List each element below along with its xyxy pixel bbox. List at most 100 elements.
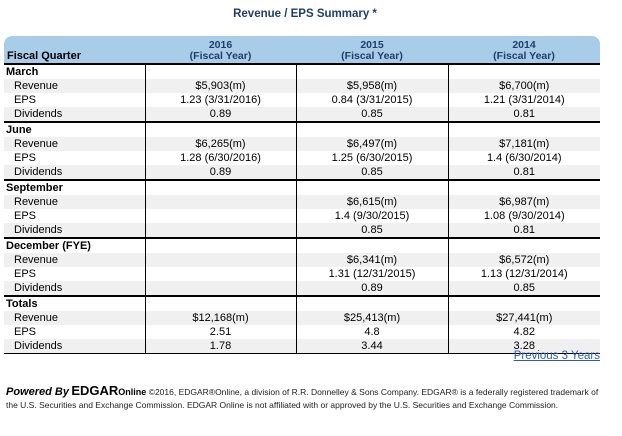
section-header-cell (144, 295, 296, 311)
year-label: 2015 (360, 39, 384, 51)
section-header-row: December (FYE) (4, 237, 600, 253)
table-cell: 1.4 (6/30/2014) (447, 151, 600, 165)
year-header-2016: 2016 (Fiscal Year) (145, 36, 296, 64)
row-label: Revenue (4, 253, 145, 267)
summary-table-container: Fiscal Quarter 2016 (Fiscal Year) 2015 (Fi… (4, 36, 600, 354)
table-cell: 2.51 (144, 325, 296, 339)
table-cell: 3.28 (447, 339, 600, 354)
table-cell (144, 195, 296, 209)
table-cell: 1.23 (3/31/2016) (144, 93, 296, 107)
year-sub-label: (Fiscal Year) (341, 50, 403, 62)
table-cell: $12,168(m) (144, 311, 296, 325)
edgar-logo: EDGAR (71, 383, 119, 398)
section-header-cell (295, 121, 448, 137)
table-cell (144, 267, 296, 281)
table-body: March Revenue $5,903(m) $5,958(m) $6,700(m) E… (4, 63, 600, 354)
section-header-cell (447, 121, 600, 137)
table-cell: $6,615(m) (295, 195, 448, 209)
page-title: Revenue / EPS Summary * (233, 8, 377, 20)
section-label: June (4, 121, 145, 137)
table-cell: $6,341(m) (295, 253, 448, 267)
section-header-row: Totals (4, 295, 600, 311)
section-header-cell (295, 237, 448, 253)
year-header-2015: 2015 (Fiscal Year) (296, 36, 448, 64)
row-label: Revenue (4, 79, 145, 93)
table-cell: 0.84 (3/31/2015) (295, 93, 448, 107)
footer: Powered By EDGAROnline ©2016, EDGAR®Onli… (6, 384, 612, 412)
table-cell: 1.13 (12/31/2014) (447, 267, 600, 281)
section-header-row: June (4, 121, 600, 137)
copyright-text: ©2016, EDGAR®Online, a division of R.R. … (6, 387, 599, 410)
table-cell: $25,413(m) (295, 311, 448, 325)
table-cell: 0.85 (295, 165, 448, 180)
table-cell: $27,441(m) (447, 311, 600, 325)
table-cell: 0.81 (447, 165, 600, 180)
section-header-cell (447, 179, 600, 195)
table-row: Revenue $5,903(m) $5,958(m) $6,700(m) (4, 79, 600, 93)
year-label: 2014 (512, 39, 536, 51)
year-header-2014: 2014 (Fiscal Year) (448, 36, 600, 64)
table-cell: 0.85 (447, 281, 600, 296)
row-label: Dividends (4, 165, 145, 180)
section-header-cell (295, 295, 448, 311)
row-label: EPS (14, 325, 37, 338)
row-label: Dividends (4, 281, 145, 296)
section-header-cell (295, 63, 448, 79)
section-header-cell (295, 179, 448, 195)
table-row: Revenue $12,168(m) $25,413(m) $27,441(m) (4, 311, 600, 325)
edgar-logo-online: Online (118, 387, 147, 397)
powered-by-label: Powered By (6, 386, 69, 398)
table-cell: 1.28 (6/30/2016) (144, 151, 296, 165)
row-label: EPS (14, 151, 37, 164)
table-cell: 0.89 (144, 165, 296, 180)
table-cell: 4.82 (447, 325, 600, 339)
previous-3-years-link[interactable]: Previous 3 Years (513, 350, 600, 362)
section-header-row: March (4, 63, 600, 79)
table-cell: 0.85 (295, 223, 448, 238)
section-header-cell (144, 121, 296, 137)
fiscal-quarter-header: Fiscal Quarter (4, 36, 145, 64)
section-label: March (4, 63, 145, 79)
revenue-eps-table: Fiscal Quarter 2016 (Fiscal Year) 2015 (Fi… (4, 36, 600, 354)
table-cell: $7,181(m) (447, 137, 600, 151)
table-cell: 1.78 (144, 339, 296, 354)
section-label: September (4, 179, 145, 195)
table-row: EPS 1.4 (9/30/2015) 1.08 (9/30/2014) (4, 209, 600, 223)
table-row: Dividends 0.89 0.85 (4, 281, 600, 296)
row-label: Dividends (4, 223, 145, 238)
section-header-row: September (4, 179, 600, 195)
table-cell (144, 281, 296, 296)
table-cell: $6,497(m) (295, 137, 448, 151)
table-cell: $5,903(m) (144, 79, 296, 93)
section-header-cell (447, 63, 600, 79)
row-label: Dividends (4, 107, 145, 122)
table-cell: $6,572(m) (447, 253, 600, 267)
table-cell (144, 209, 296, 223)
table-cell: 0.89 (144, 107, 296, 122)
year-label: 2016 (208, 39, 233, 51)
table-cell: 0.85 (295, 107, 448, 122)
row-label: Revenue (4, 137, 145, 151)
table-cell: 0.81 (447, 107, 600, 122)
section-header-cell (447, 295, 600, 311)
table-row: EPS 1.28 (6/30/2016) 1.25 (6/30/2015) 1.4 (… (4, 151, 600, 165)
table-row: Revenue $6,615(m) $6,987(m) (4, 195, 600, 209)
year-sub-label: (Fiscal Year) (493, 50, 555, 62)
table-cell: 4.8 (295, 325, 448, 339)
table-row: Dividends 0.85 0.81 (4, 223, 600, 238)
table-row: Dividends 0.89 0.85 0.81 (4, 165, 600, 180)
table-cell: 1.08 (9/30/2014) (447, 209, 600, 223)
row-label: EPS (14, 93, 37, 106)
table-cell: $6,987(m) (447, 195, 600, 209)
table-row: Revenue $6,341(m) $6,572(m) (4, 253, 600, 267)
row-label: Revenue (4, 195, 145, 209)
row-label: Dividends (4, 339, 145, 354)
table-row: EPS 1.31 (12/31/2015) 1.13 (12/31/2014) (4, 267, 600, 281)
year-sub-label: (Fiscal Year) (189, 50, 252, 62)
section-label: Totals (4, 295, 145, 311)
table-row: Dividends 1.78 3.44 3.28 (4, 339, 600, 354)
table-header-row: Fiscal Quarter 2016 (Fiscal Year) 2015 (Fi… (4, 36, 600, 64)
section-header-cell (447, 237, 600, 253)
row-label: Revenue (4, 311, 145, 325)
table-cell: 3.44 (295, 339, 448, 354)
